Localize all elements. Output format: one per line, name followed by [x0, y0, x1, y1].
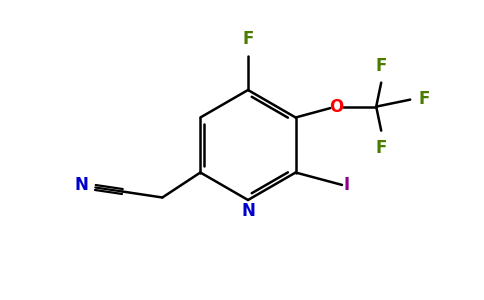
Text: N: N [75, 176, 89, 194]
Text: N: N [241, 202, 255, 220]
Text: F: F [376, 139, 387, 157]
Text: F: F [376, 57, 387, 75]
Text: F: F [242, 30, 254, 48]
Text: I: I [344, 176, 350, 194]
Text: O: O [329, 98, 343, 116]
Text: F: F [418, 90, 430, 108]
